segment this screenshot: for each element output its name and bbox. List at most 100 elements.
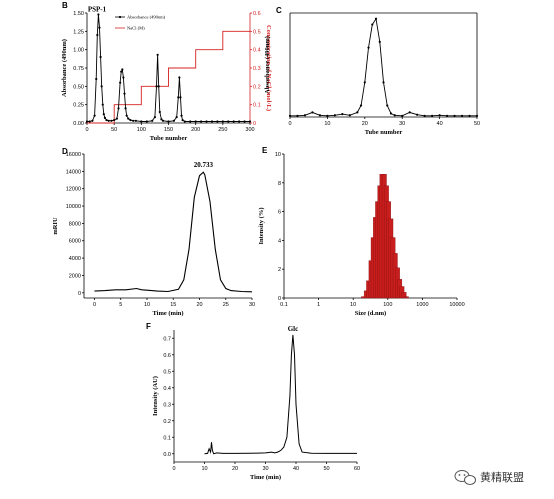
data-point (371, 23, 374, 26)
y-tick-label: 0.3 (163, 402, 171, 408)
y-tick-label: 2 (278, 267, 281, 273)
legend-marker-absorbance (118, 15, 122, 19)
y-tick-label: 8 (278, 181, 281, 187)
data-point (288, 114, 292, 117)
data-point (88, 120, 91, 123)
data-point (85, 120, 89, 123)
data-point (359, 104, 363, 107)
x-tick-label: 15 (170, 302, 176, 308)
data-point (348, 114, 351, 117)
x-tick-label: 50 (323, 466, 329, 472)
data-point (175, 116, 178, 119)
data-point (227, 120, 230, 123)
data-point (189, 120, 192, 123)
x-axis-title: Size (d.nm) (355, 310, 386, 317)
data-point (151, 119, 154, 122)
data-point (156, 53, 159, 56)
panel-c: 0 10 20 30 40 50 C Tube number Absorbance (490nm… (264, 6, 480, 136)
x-tick-label: 150 (164, 127, 173, 133)
y-tick-label: 6 (278, 210, 281, 216)
panel-letter: B (62, 1, 68, 10)
x-tick-label: 0.1 (280, 302, 288, 308)
data-point (101, 103, 104, 106)
right-y-tick-label: 0.2 (253, 84, 261, 90)
y-axis-title: Intensity (AU) (152, 376, 159, 416)
data-point (232, 120, 235, 123)
panel-letter: D (62, 147, 68, 156)
x-tick-label: 25 (223, 302, 229, 308)
x-tick-label: 0 (85, 127, 88, 133)
right-y-tick-label: 0.3 (253, 66, 261, 72)
x-tick-label: 30 (249, 302, 255, 308)
data-point (127, 117, 130, 120)
x-axis-title: Tube number (150, 135, 188, 142)
y-axis-title: mRIU (52, 217, 59, 235)
mriu-series-line (94, 171, 253, 293)
size-bar (403, 296, 409, 299)
x-tick-label: 20 (196, 302, 202, 308)
y-tick-label: 16000 (66, 152, 81, 158)
x-tick-label: 1 (317, 302, 320, 308)
absorbance-series-line (290, 17, 477, 117)
legend-label: Absorbance (490nm) (127, 15, 166, 20)
legend: Absorbance (490nm) NaCl (M) (115, 15, 166, 31)
data-point (181, 118, 184, 122)
right-y-tick-label: 0 (253, 121, 256, 127)
data-point (93, 114, 96, 117)
x-tick-label: 0 (172, 466, 175, 472)
data-point (468, 114, 471, 117)
peak-annotation: PSP-1 (88, 5, 107, 13)
data-point (155, 85, 158, 88)
x-tick-label: 10 (350, 302, 356, 308)
data-point (125, 114, 128, 117)
y-tick-label: 2000 (69, 273, 81, 279)
data-point (367, 46, 370, 49)
x-tick-label: 10000 (449, 302, 464, 308)
x-tick-label: 0 (93, 302, 96, 308)
x-axis-title: Time (min) (152, 310, 183, 317)
data-point (393, 114, 396, 117)
x-tick-label: 20 (232, 466, 238, 472)
data-point (177, 96, 180, 99)
data-point (374, 17, 378, 20)
data-point (431, 114, 434, 117)
panel-letter: F (146, 322, 151, 331)
data-point (326, 114, 329, 117)
data-point (124, 107, 127, 110)
y-tick-label: 1.00 (73, 48, 84, 54)
x-tick-label: 300 (245, 127, 254, 133)
right-y-axis-title: Concentration of NaCl (mol·L) (265, 25, 272, 111)
data-point (216, 120, 219, 123)
legend-label: NaCl (M) (127, 26, 145, 31)
data-point (172, 119, 176, 122)
y-tick-label: 1.50 (73, 11, 84, 17)
y-tick-label: 6000 (69, 239, 81, 245)
intensity-series-line (204, 334, 357, 455)
data-point (129, 118, 132, 122)
y-tick-label: 0 (78, 291, 81, 297)
y-axis-title: Intensity (%) (258, 207, 265, 244)
data-point (103, 116, 107, 119)
data-point (100, 85, 103, 88)
data-point (194, 120, 197, 123)
data-point (113, 118, 116, 122)
nacl-series-line (87, 30, 250, 124)
x-tick-label: 0 (288, 121, 291, 127)
y-tick-label: 0.75 (73, 66, 84, 72)
data-point (333, 114, 336, 117)
x-tick-label: 10 (201, 466, 207, 472)
data-point (475, 114, 479, 117)
x-tick-label: 40 (437, 121, 443, 127)
x-tick-label: 40 (293, 466, 299, 472)
x-axis-title: Tube number (365, 129, 403, 136)
data-point (145, 120, 148, 123)
data-point (123, 92, 126, 95)
data-point (102, 113, 105, 116)
x-axis-title: Time (min) (250, 474, 281, 481)
data-point (205, 120, 208, 123)
data-point (200, 120, 203, 123)
data-point (91, 119, 94, 122)
data-point (408, 111, 411, 114)
data-point (105, 118, 108, 122)
